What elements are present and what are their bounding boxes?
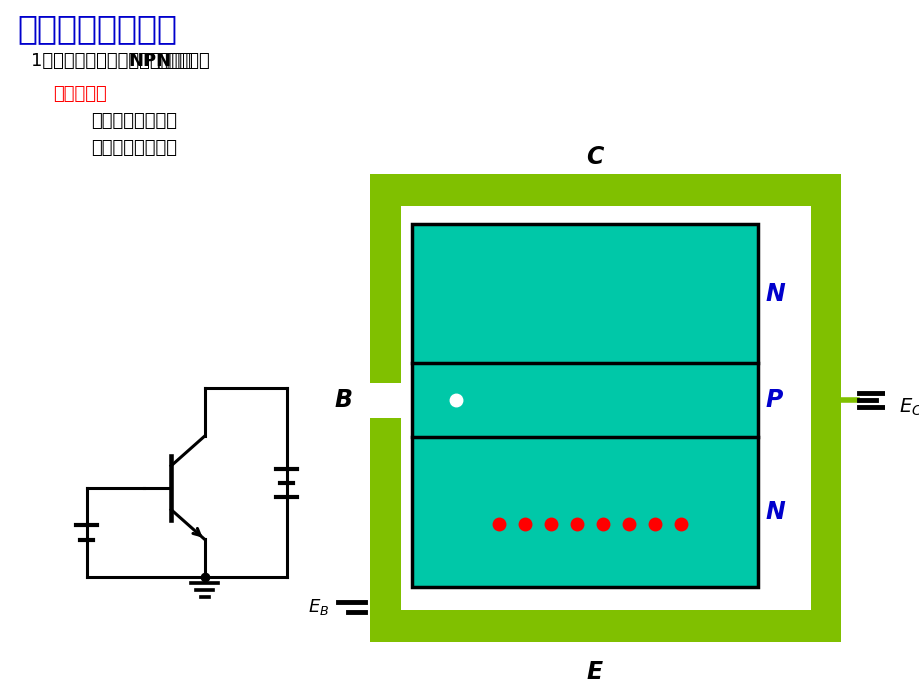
Text: $E_C$: $E_C$ [898,397,919,417]
Bar [412,224,757,587]
Text: 发射结加正向电压: 发射结加正向电压 [91,112,177,130]
Text: P: P [765,388,782,412]
Text: $E_B$: $E_B$ [307,597,328,617]
Bar [369,383,403,417]
Text: 1、晶体管内部载流子的运动（以: 1、晶体管内部载流子的运动（以 [30,52,192,70]
Text: NPN: NPN [129,52,172,70]
Text: 集电结加反向电压: 集电结加反向电压 [91,139,177,157]
Text: N: N [765,500,784,524]
Text: N: N [765,282,784,306]
Text: 工作条件：: 工作条件： [52,85,107,103]
Bar [401,206,810,610]
Text: C: C [585,145,603,169]
Text: B: B [335,388,353,412]
Bar [369,174,840,642]
Text: E: E [586,660,602,684]
Text: 型管为例）: 型管为例） [155,52,210,70]
Text: 二、电流放大原理: 二、电流放大原理 [17,12,177,45]
